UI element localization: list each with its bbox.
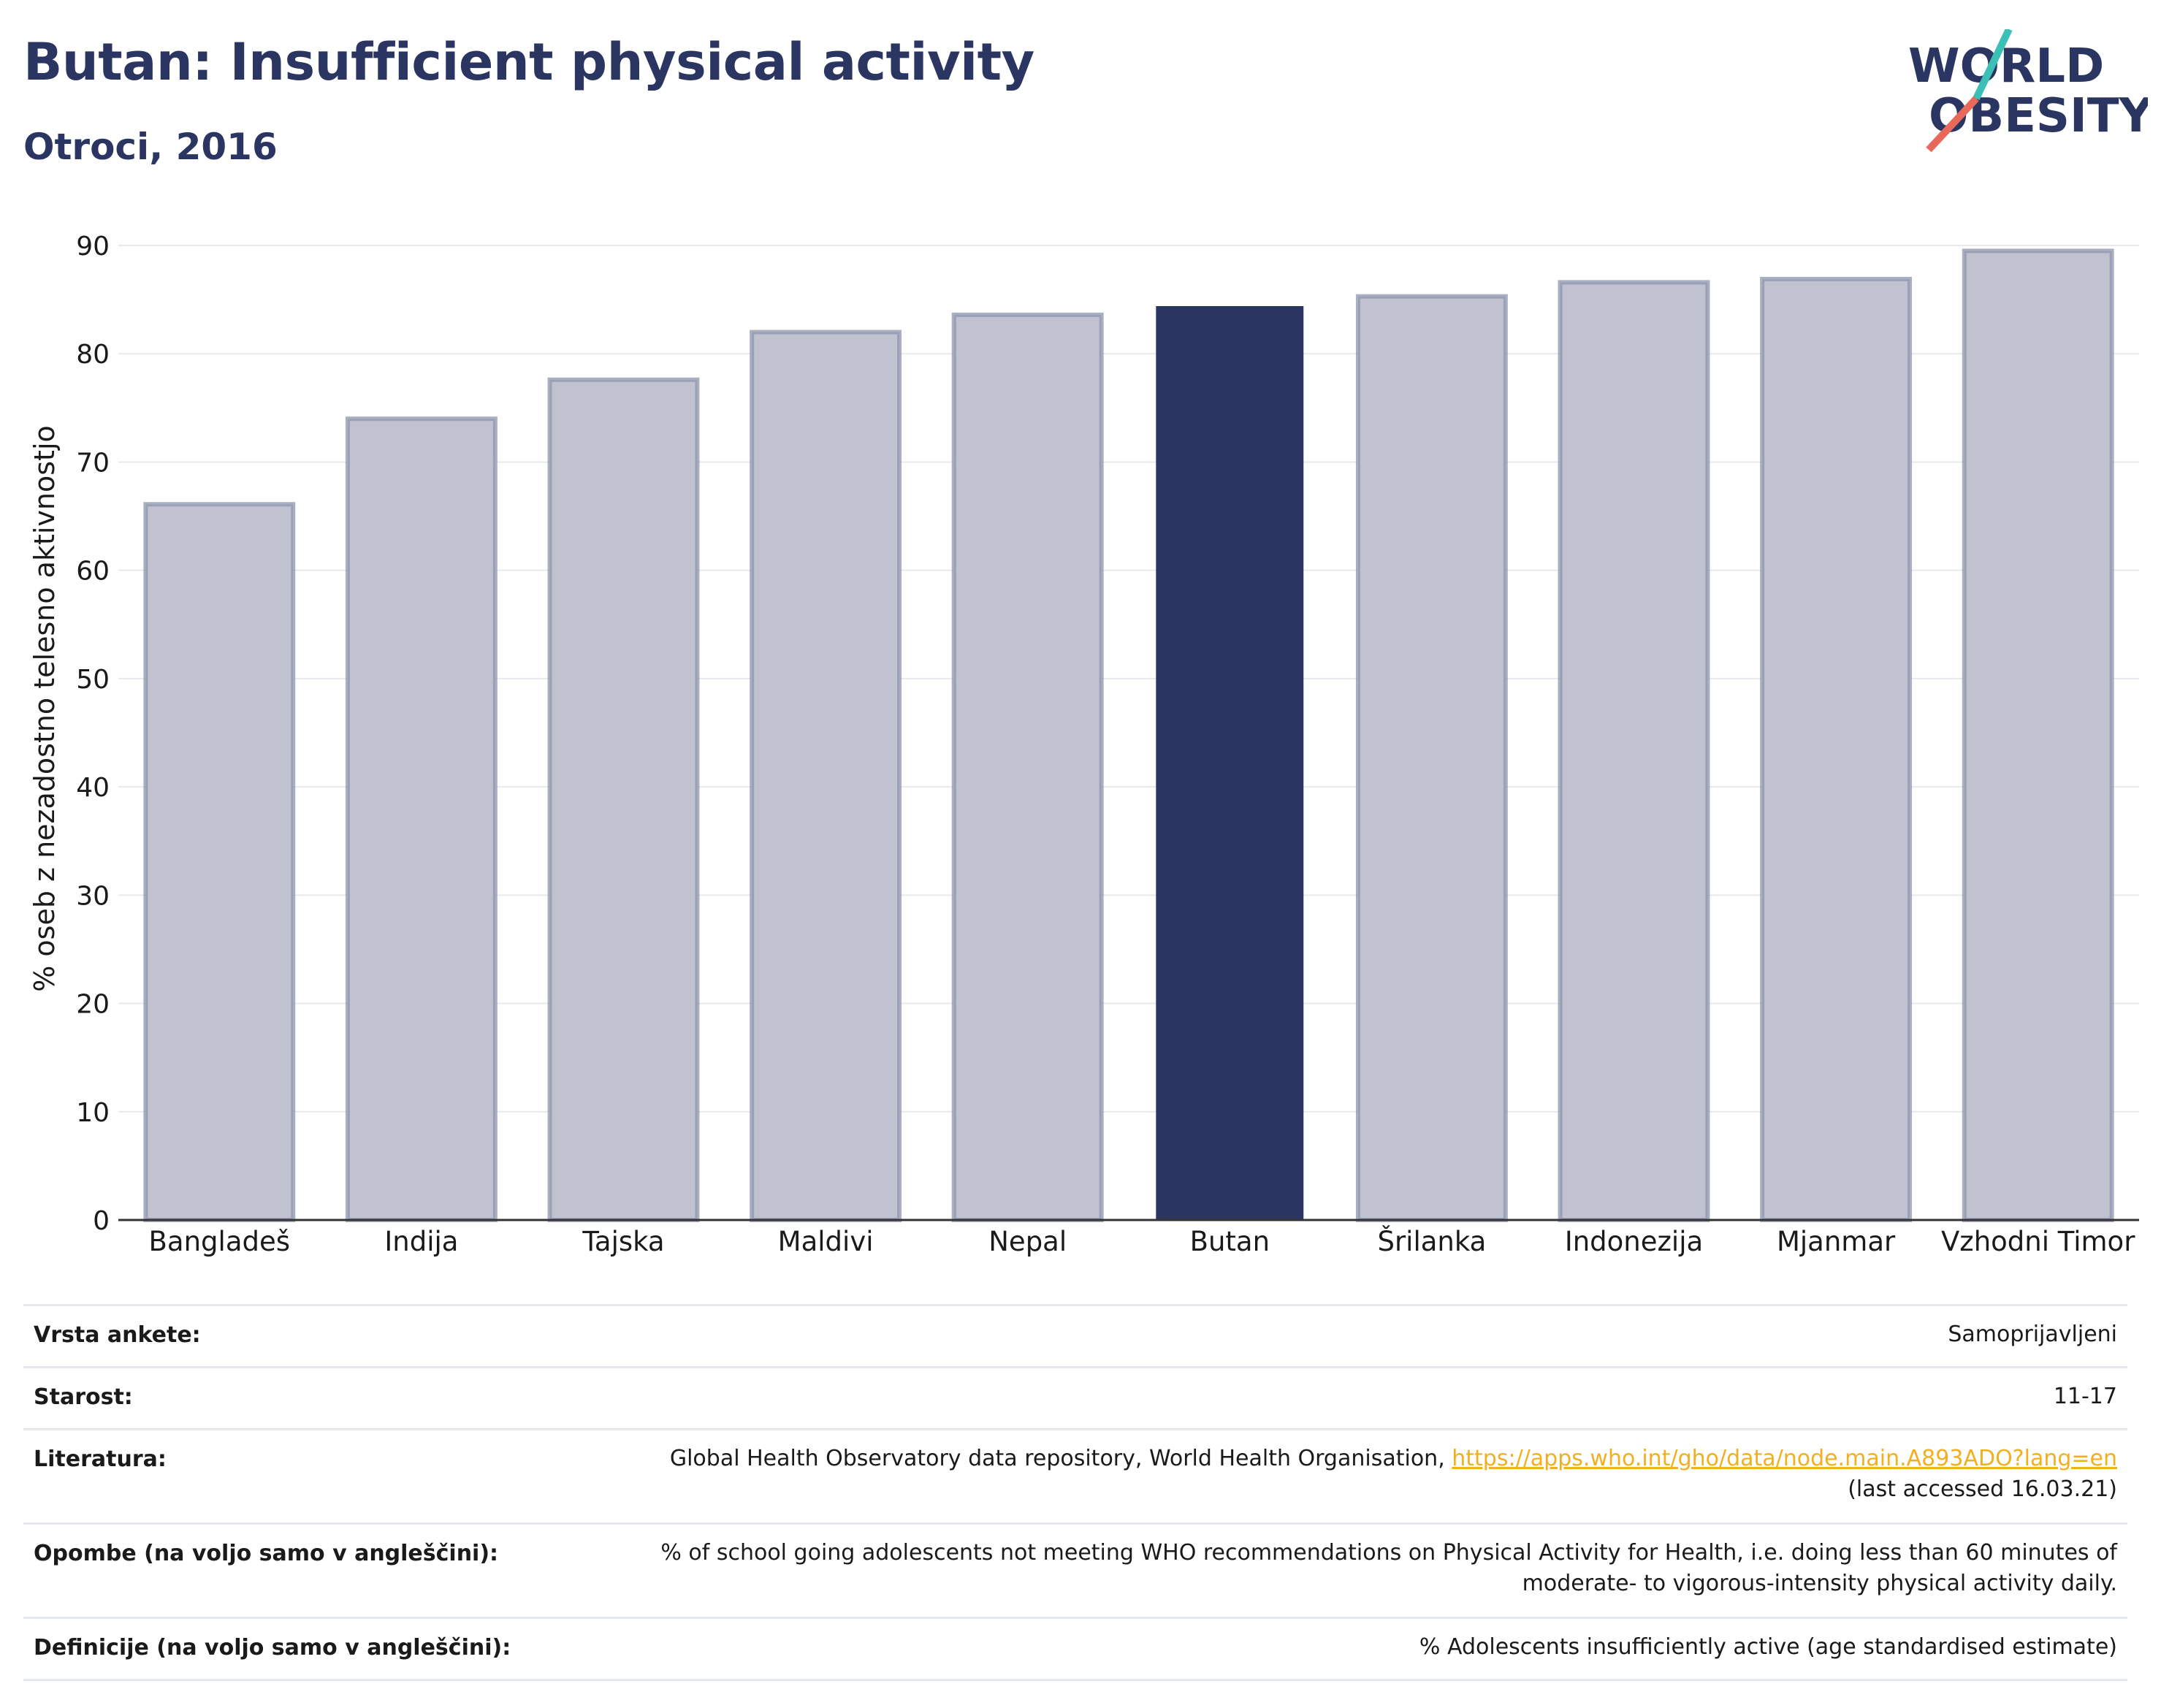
bar-nepal <box>951 312 1104 1223</box>
bar-bangladeš <box>143 502 296 1222</box>
page-title: Butan: Insufficient physical activity <box>23 32 1034 92</box>
bars <box>143 248 2114 1223</box>
metadata-value: Samoprijavljeni <box>1948 1322 2117 1347</box>
x-tick-label: Indija <box>384 1226 458 1257</box>
source-link[interactable]: https://apps.who.int/gho/data/node.main.… <box>1452 1446 2117 1471</box>
x-tick-label: Nepal <box>988 1226 1067 1257</box>
page-subtitle: Otroci, 2016 <box>23 126 278 168</box>
metadata-label: Definicije (na voljo samo v angleščini): <box>34 1635 511 1661</box>
y-tick-label: 50 <box>76 665 110 695</box>
bar-šrilanka <box>1355 294 1508 1223</box>
y-tick-label: 20 <box>76 990 110 1020</box>
bar-indija <box>345 416 498 1223</box>
metadata-row: Literatura: Global Health Observatory dat… <box>23 1428 2127 1522</box>
metadata-value: 11-17 <box>2053 1384 2117 1409</box>
bar-mjanmar <box>1760 276 1913 1223</box>
logo-slash-top <box>1973 29 2013 101</box>
y-tick-label: 90 <box>76 232 110 262</box>
logo-slash-bottom <box>1926 96 1979 153</box>
y-tick-label: 60 <box>76 557 110 587</box>
y-tick-label: 70 <box>76 448 110 478</box>
y-tick-label: 10 <box>76 1098 110 1128</box>
metadata-row: Starost: 11-17 <box>23 1366 2127 1428</box>
y-tick-label: 40 <box>76 773 110 803</box>
bar-maldivi <box>750 329 902 1223</box>
y-tick-label: 80 <box>76 340 110 370</box>
metadata-label: Literatura: <box>34 1446 167 1472</box>
metadata-value: % Adolescents insufficiently active (age… <box>1419 1634 2117 1660</box>
x-tick-label: Tajska <box>582 1226 664 1257</box>
bar-indonezija <box>1558 280 1710 1223</box>
bar-chart: 0 10 20 30 40 50 60 70 80 90 Bangladeš Indija Tajsk… <box>28 232 2139 1257</box>
bar-vzhodni-timor <box>1962 248 2114 1222</box>
y-tick-label: 0 <box>93 1206 110 1236</box>
logo-line1: WORLD <box>1908 39 2104 94</box>
metadata-row: Vrsta ankete: Samoprijavljeni <box>23 1304 2127 1366</box>
world-obesity-logo: WORLD OBESITY <box>1908 29 2148 153</box>
y-tick-label: 30 <box>76 881 110 911</box>
x-tick-label: Šrilanka <box>1377 1225 1486 1257</box>
x-tick-label: Butan <box>1190 1226 1270 1257</box>
y-tick-labels: 0 10 20 30 40 50 60 70 80 90 <box>76 232 110 1236</box>
bar-tajska <box>547 377 700 1222</box>
x-tick-label: Indonezija <box>1565 1226 1703 1257</box>
bar-butan <box>1156 306 1304 1221</box>
metadata-label: Opombe (na voljo samo v angleščini): <box>34 1541 499 1566</box>
x-tick-label: Bangladeš <box>149 1226 290 1257</box>
metadata-row: Definicije (na voljo samo v angleščini):… <box>23 1617 2127 1681</box>
metadata-table: Vrsta ankete: Samoprijavljeni Starost: 11-1… <box>23 1304 2127 1681</box>
x-tick-labels: Bangladeš Indija Tajska Maldivi Nepal Butan Šr… <box>149 1225 2136 1257</box>
metadata-label: Starost: <box>34 1384 133 1410</box>
metadata-value: % of school going adolescents not meetin… <box>660 1540 2117 1596</box>
x-tick-label: Maldivi <box>778 1226 874 1257</box>
metadata-row: Opombe (na voljo samo v angleščini): % of… <box>23 1522 2127 1617</box>
metadata-value: Global Health Observatory data repositor… <box>669 1446 2117 1502</box>
x-tick-label: Mjanmar <box>1777 1226 1896 1257</box>
metadata-label: Vrsta ankete: <box>34 1322 201 1348</box>
logo-line2: OBESITY <box>1929 89 2148 143</box>
y-axis-label: % oseb z nezadostno telesno aktivnostjo <box>28 425 61 992</box>
x-tick-label: Vzhodni Timor <box>1941 1226 2135 1257</box>
